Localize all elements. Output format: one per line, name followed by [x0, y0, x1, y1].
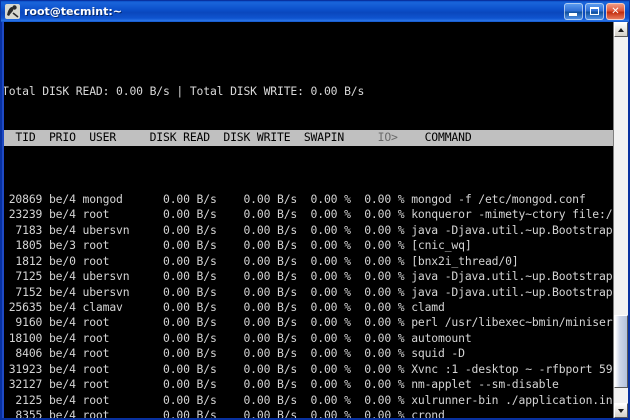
- table-row[interactable]: 1812 be/0 root 0.00 B/s 0.00 B/s 0.00 % …: [2, 254, 613, 269]
- title-bar[interactable]: root@tecmint:~ ✕: [1, 1, 629, 22]
- process-metrics: 31923 be/4 root 0.00 B/s 0.00 B/s 0.00 %…: [2, 361, 412, 376]
- process-metrics: 32127 be/4 root 0.00 B/s 0.00 B/s 0.00 %…: [2, 377, 412, 392]
- close-button[interactable]: ✕: [606, 3, 625, 20]
- putty-terminal-icon: [5, 4, 20, 19]
- process-metrics: 23239 be/4 root 0.00 B/s 0.00 B/s 0.00 %…: [2, 207, 412, 222]
- scrollbar-thumb[interactable]: [614, 315, 628, 389]
- table-row[interactable]: 8355 be/4 root 0.00 B/s 0.00 B/s 0.00 % …: [2, 408, 613, 418]
- process-command: clamd: [411, 300, 445, 315]
- maximize-button[interactable]: [585, 3, 604, 20]
- column-header-io: IO>: [377, 130, 398, 145]
- table-row[interactable]: 7183 be/4 ubersvn 0.00 B/s 0.00 B/s 0.00…: [2, 223, 613, 238]
- table-row[interactable]: 7152 be/4 ubersvn 0.00 B/s 0.00 B/s 0.00…: [2, 285, 613, 300]
- window-controls: ✕: [564, 3, 625, 20]
- table-row[interactable]: 31923 be/4 root 0.00 B/s 0.00 B/s 0.00 %…: [2, 362, 613, 377]
- process-row-list: 20869 be/4 mongod 0.00 B/s 0.00 B/s 0.00…: [2, 192, 613, 418]
- process-command: [cnic_wq]: [411, 238, 472, 253]
- process-metrics: 25635 be/4 clamav 0.00 B/s 0.00 B/s 0.00…: [2, 300, 412, 315]
- process-command: xulrunner-bin ./application.ini: [411, 392, 613, 407]
- table-row[interactable]: 8406 be/4 root 0.00 B/s 0.00 B/s 0.00 % …: [2, 346, 613, 361]
- table-row[interactable]: 7125 be/4 ubersvn 0.00 B/s 0.00 B/s 0.00…: [2, 269, 613, 284]
- process-metrics: 7125 be/4 ubersvn 0.00 B/s 0.00 B/s 0.00…: [2, 269, 412, 284]
- iotop-column-header: TID PRIO USER DISK READ DISK WRITE SWAPI…: [2, 130, 613, 146]
- table-row[interactable]: 23239 be/4 root 0.00 B/s 0.00 B/s 0.00 %…: [2, 207, 613, 222]
- process-command: squid -D: [411, 346, 465, 361]
- process-metrics: 9160 be/4 root 0.00 B/s 0.00 B/s 0.00 % …: [2, 315, 412, 330]
- process-metrics: 8355 be/4 root 0.00 B/s 0.00 B/s 0.00 % …: [2, 408, 412, 418]
- minimize-button[interactable]: [564, 3, 583, 20]
- process-command: nm-applet --sm-disable: [411, 377, 559, 392]
- window-title: root@tecmint:~: [24, 5, 122, 18]
- process-metrics: 2125 be/4 root 0.00 B/s 0.00 B/s 0.00 % …: [2, 392, 412, 407]
- table-row[interactable]: 32127 be/4 root 0.00 B/s 0.00 B/s 0.00 %…: [2, 377, 613, 392]
- process-command: Xvnc :1 -desktop ~ -rfbport 5901 -pn: [411, 361, 613, 376]
- process-metrics: 20869 be/4 mongod 0.00 B/s 0.00 B/s 0.00…: [2, 191, 412, 206]
- process-metrics: 1805 be/3 root 0.00 B/s 0.00 B/s 0.00 % …: [2, 238, 412, 253]
- table-row[interactable]: 2125 be/4 root 0.00 B/s 0.00 B/s 0.00 % …: [2, 393, 613, 408]
- process-metrics: 7183 be/4 ubersvn 0.00 B/s 0.00 B/s 0.00…: [2, 222, 412, 237]
- process-command: java -Djava.util.~up.Bootstrap start: [411, 269, 613, 284]
- process-command: perl /usr/libexec~bmin/miniserv.conf: [411, 315, 613, 330]
- table-row[interactable]: 9160 be/4 root 0.00 B/s 0.00 B/s 0.00 % …: [2, 315, 613, 330]
- process-command: mongod -f /etc/mongod.conf: [411, 191, 586, 206]
- process-metrics: 8406 be/4 root 0.00 B/s 0.00 B/s 0.00 % …: [2, 346, 412, 361]
- scroll-down-arrow[interactable]: [614, 403, 628, 418]
- process-command: konqueror -mimety~ctory file:///root: [411, 207, 613, 222]
- table-row[interactable]: 18100 be/4 root 0.00 B/s 0.00 B/s 0.00 %…: [2, 331, 613, 346]
- vertical-scrollbar[interactable]: [613, 22, 628, 418]
- table-row[interactable]: 20869 be/4 mongod 0.00 B/s 0.00 B/s 0.00…: [2, 192, 613, 207]
- process-command: java -Djava.util.~up.Bootstrap start: [411, 222, 613, 237]
- terminal-output[interactable]: Total DISK READ: 0.00 B/s | Total DISK W…: [2, 22, 613, 418]
- terminal-area: Total DISK READ: 0.00 B/s | Total DISK W…: [1, 22, 629, 419]
- process-command: crond: [411, 408, 445, 418]
- table-row[interactable]: 1805 be/3 root 0.00 B/s 0.00 B/s 0.00 % …: [2, 238, 613, 253]
- process-metrics: 1812 be/0 root 0.00 B/s 0.00 B/s 0.00 % …: [2, 253, 412, 268]
- scroll-up-arrow[interactable]: [614, 22, 628, 37]
- process-command: automount: [411, 330, 472, 345]
- scrollbar-track[interactable]: [614, 37, 628, 403]
- process-command: [bnx2i_thread/0]: [411, 253, 519, 268]
- process-metrics: 18100 be/4 root 0.00 B/s 0.00 B/s 0.00 %…: [2, 330, 412, 345]
- iotop-summary-line: Total DISK READ: 0.00 B/s | Total DISK W…: [2, 83, 365, 98]
- table-row[interactable]: 25635 be/4 clamav 0.00 B/s 0.00 B/s 0.00…: [2, 300, 613, 315]
- process-metrics: 7152 be/4 ubersvn 0.00 B/s 0.00 B/s 0.00…: [2, 284, 412, 299]
- process-command: java -Djava.util.~up.Bootstrap start: [411, 284, 613, 299]
